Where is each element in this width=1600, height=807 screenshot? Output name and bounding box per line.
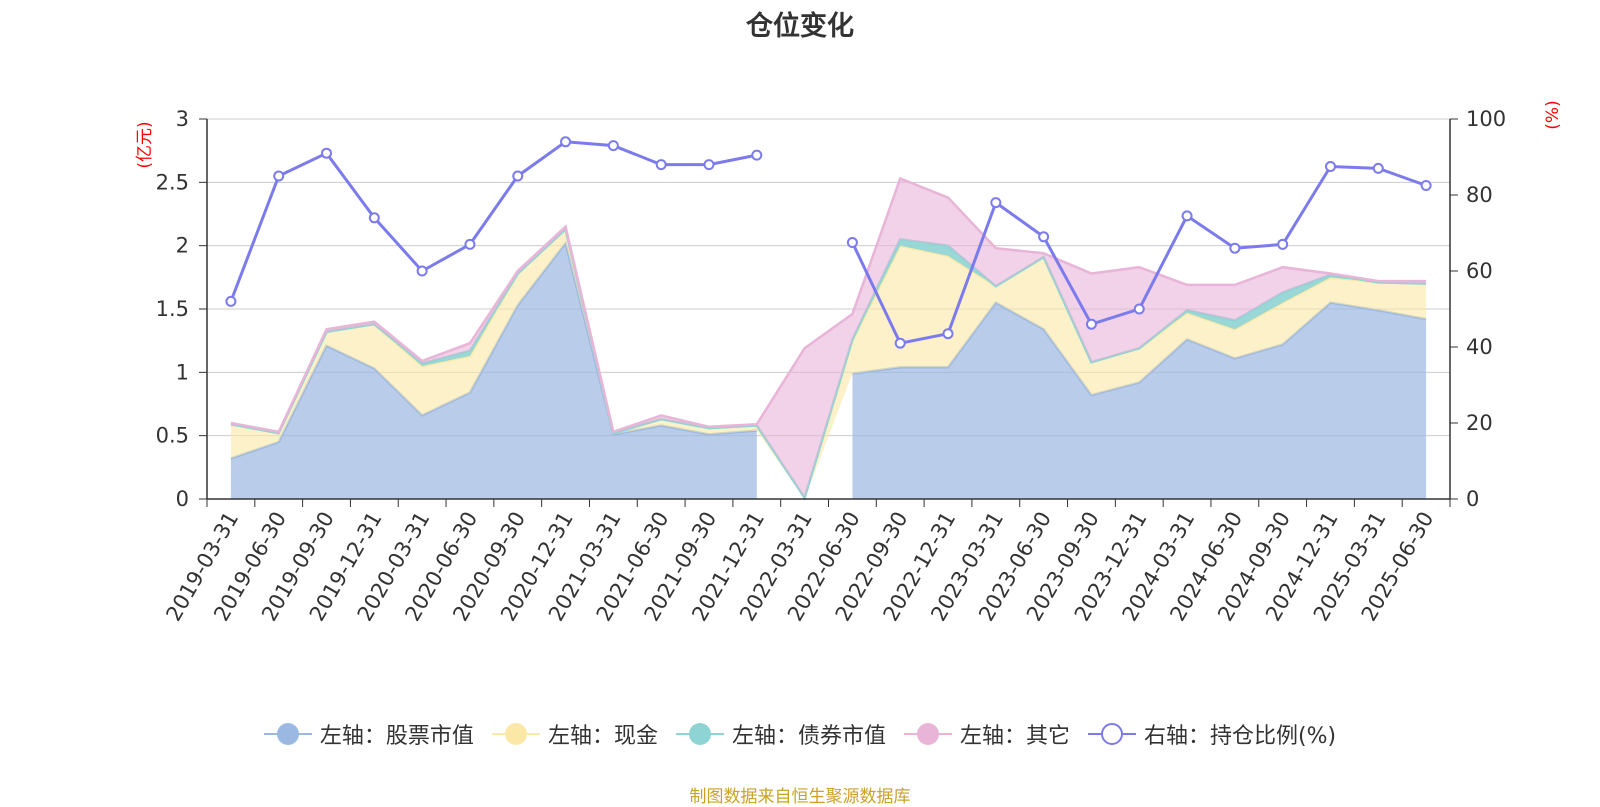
area-0 bbox=[852, 302, 1427, 499]
ratio-line bbox=[225, 136, 1432, 349]
ratio-point bbox=[703, 159, 715, 171]
legend-swatch-icon bbox=[903, 719, 952, 749]
ratio-point bbox=[512, 170, 524, 182]
left-tick-label: 0 bbox=[176, 487, 189, 511]
legend-label: 右轴：持仓比例(%) bbox=[1143, 724, 1337, 749]
legend-swatch-icon bbox=[263, 719, 312, 749]
right-tick-label: 0 bbox=[1466, 487, 1479, 511]
left-tick-label: 3 bbox=[176, 107, 189, 131]
ratio-point bbox=[942, 328, 954, 340]
source-note: 制图数据来自恒生聚源数据库 bbox=[689, 787, 911, 807]
right-tick-label: 60 bbox=[1466, 259, 1493, 283]
left-tick-label: 2.5 bbox=[156, 170, 189, 194]
ratio-point bbox=[1324, 161, 1336, 172]
ratio-point bbox=[560, 136, 572, 148]
legend-item[interactable]: 左轴：其它 bbox=[903, 718, 1070, 750]
ratio-point bbox=[894, 337, 906, 349]
legend-item[interactable]: 左轴：现金 bbox=[491, 718, 658, 750]
legend-swatch-icon bbox=[1087, 719, 1136, 749]
stacked-areas bbox=[230, 176, 1427, 501]
ratio-point bbox=[225, 295, 237, 307]
legend-swatch-icon bbox=[491, 719, 540, 749]
area-3 bbox=[230, 178, 1427, 498]
right-tick-label: 40 bbox=[1466, 335, 1493, 359]
legend-swatch-icon bbox=[675, 719, 724, 749]
ratio-point bbox=[273, 170, 285, 182]
legend-label: 左轴：股票市值 bbox=[319, 724, 474, 749]
ratio-point bbox=[1229, 242, 1241, 254]
ratio-point bbox=[655, 159, 667, 171]
legend-label: 左轴：其它 bbox=[959, 724, 1070, 749]
left-axis-unit: (亿元) bbox=[135, 121, 155, 168]
ratio-point bbox=[607, 140, 619, 152]
ratio-point bbox=[1181, 210, 1193, 222]
right-tick-label: 80 bbox=[1466, 183, 1493, 207]
ratio-point bbox=[846, 237, 858, 248]
area-0 bbox=[230, 243, 757, 499]
ratio-point bbox=[368, 212, 380, 224]
ratio-point bbox=[1372, 162, 1384, 174]
ratio-point bbox=[1085, 318, 1097, 330]
ratio-point bbox=[321, 147, 333, 159]
ratio-point bbox=[751, 149, 763, 161]
area-edge-3 bbox=[230, 176, 1427, 434]
right-tick-label: 100 bbox=[1466, 107, 1506, 131]
ratio-point bbox=[464, 238, 476, 250]
left-tick-label: 0.5 bbox=[156, 424, 189, 448]
ratio-point bbox=[416, 265, 428, 277]
left-tick-label: 2 bbox=[176, 234, 189, 258]
legend: 左轴：股票市值 左轴：现金 左轴：债券市值 左轴：其它 右轴：持仓比例(%) bbox=[0, 718, 1600, 750]
ratio-point bbox=[1277, 238, 1289, 250]
left-tick-label: 1.5 bbox=[156, 297, 189, 321]
legend-item[interactable]: 左轴：债券市值 bbox=[675, 718, 886, 750]
right-tick-label: 20 bbox=[1466, 411, 1493, 435]
legend-label: 左轴：债券市值 bbox=[731, 724, 886, 749]
right-axis-unit: (%) bbox=[1543, 100, 1563, 129]
area-1 bbox=[230, 229, 1427, 499]
ratio-point bbox=[1420, 180, 1432, 191]
ratio-point bbox=[1038, 231, 1050, 243]
chart-title: 仓位变化 bbox=[746, 11, 854, 42]
legend-item[interactable]: 右轴：持仓比例(%) bbox=[1087, 718, 1337, 750]
left-tick-label: 1 bbox=[176, 360, 189, 384]
ratio-point bbox=[990, 197, 1002, 209]
legend-item[interactable]: 左轴：股票市值 bbox=[263, 718, 474, 750]
ratio-point bbox=[1133, 303, 1145, 315]
legend-label: 左轴：现金 bbox=[547, 724, 658, 749]
